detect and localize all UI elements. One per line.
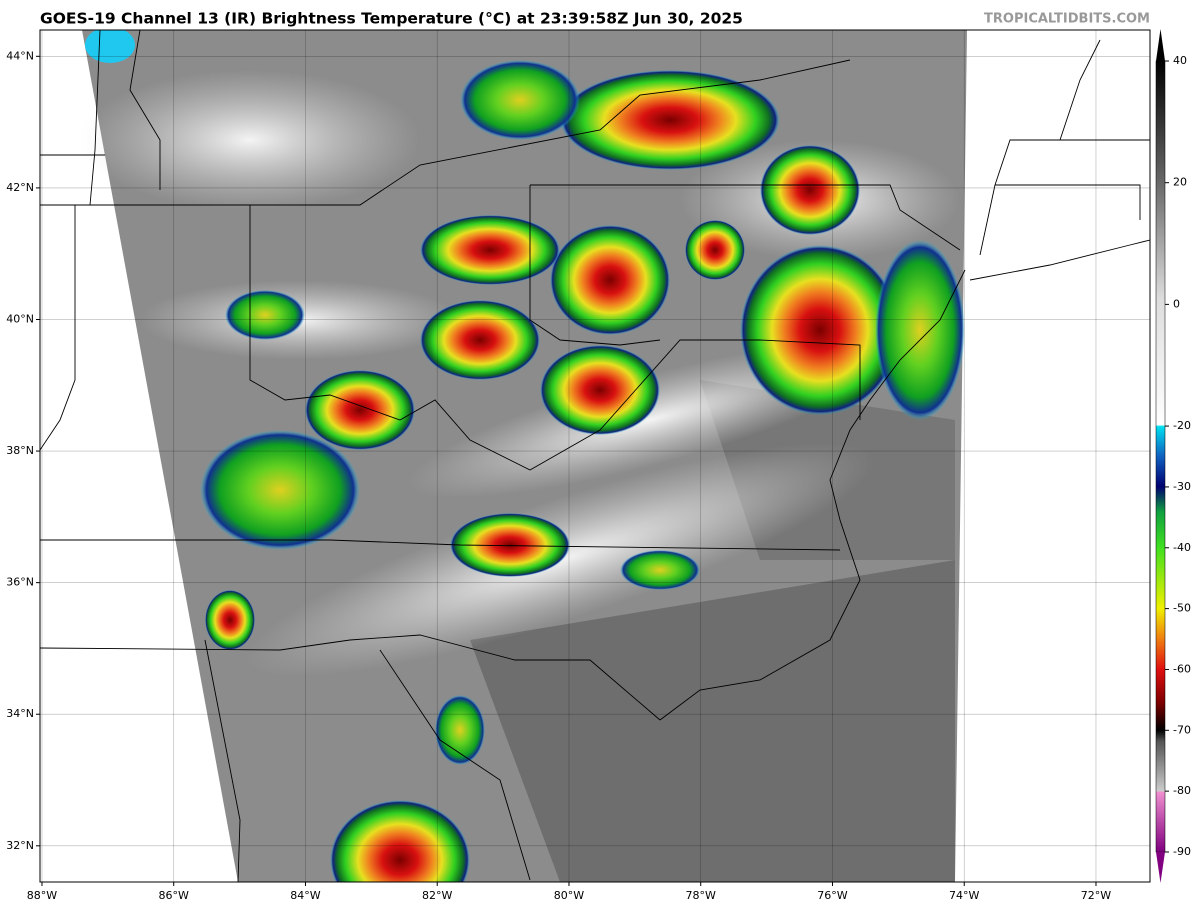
lon-tick-label: 84°W <box>290 889 320 902</box>
plot-frame <box>39 29 1151 883</box>
colorbar-tick-label: -40 <box>1173 541 1191 554</box>
lat-tick-label: 42°N <box>6 181 34 194</box>
lat-tick-label: 38°N <box>6 444 34 457</box>
colorbar-extend-low <box>1156 852 1165 883</box>
lat-tick-label: 44°N <box>6 49 34 62</box>
colorbar-tick-label: -20 <box>1173 419 1191 432</box>
colorbar-tick-label: 20 <box>1173 176 1187 189</box>
lat-tick-label: 40°N <box>6 312 34 325</box>
colorbar-tick-label: 0 <box>1173 297 1180 310</box>
lat-tick-label: 36°N <box>6 576 34 589</box>
lon-tick-label: 88°W <box>27 889 57 902</box>
borders <box>40 30 1150 882</box>
lon-tick-label: 78°W <box>686 889 716 902</box>
colorbar-tick-label: -90 <box>1173 845 1191 858</box>
colorbar-tick-label: -50 <box>1173 602 1191 615</box>
colorbar-tick-label: -60 <box>1173 662 1191 675</box>
lat-tick-label: 32°N <box>6 839 34 852</box>
lon-tick-label: 76°W <box>817 889 847 902</box>
credit: TROPICALTIDBITS.COM <box>984 12 1150 27</box>
lon-tick-label: 86°W <box>159 889 189 902</box>
colorbar-extend-high <box>1156 29 1165 61</box>
lon-tick-label: 72°W <box>1081 889 1111 902</box>
map-title: GOES-19 Channel 13 (IR) Brightness Tempe… <box>40 10 743 28</box>
lon-tick-label: 74°W <box>949 889 979 902</box>
colorbar-tick-label: 40 <box>1173 54 1187 67</box>
lon-tick-label: 82°W <box>422 889 452 902</box>
imagery <box>40 30 1150 882</box>
colorbar <box>1155 60 1166 853</box>
lat-tick-label: 34°N <box>6 707 34 720</box>
colorbar-tick-label: -80 <box>1173 784 1191 797</box>
colorbar-tick-label: -70 <box>1173 723 1191 736</box>
colorbar-tick-label: -30 <box>1173 480 1191 493</box>
lon-tick-label: 80°W <box>554 889 584 902</box>
